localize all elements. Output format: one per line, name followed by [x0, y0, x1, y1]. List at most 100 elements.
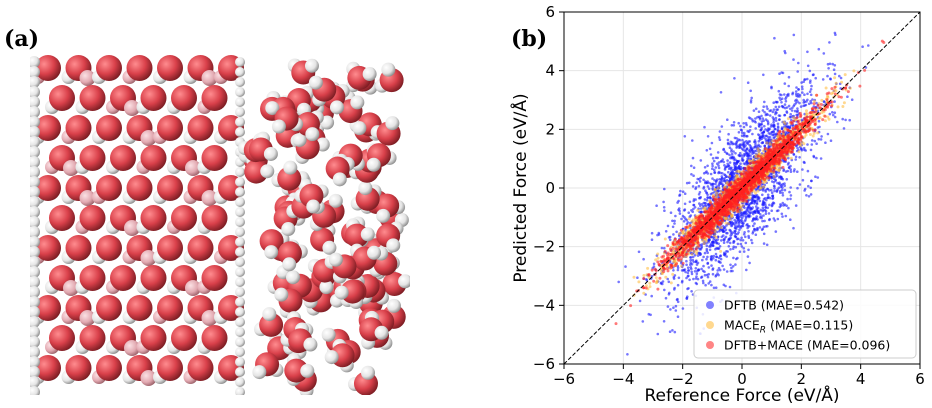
oxygen-atom: [201, 85, 228, 111]
scatter-point: [770, 85, 773, 89]
scatter-point: [789, 168, 792, 171]
scatter-point: [777, 105, 781, 109]
scatter-point: [724, 252, 727, 256]
scatter-point: [834, 81, 838, 85]
scatter-point: [680, 264, 683, 268]
scatter-point: [820, 98, 824, 102]
scatter-point: [833, 111, 837, 114]
scatter-point: [731, 221, 734, 225]
scatter-point: [812, 73, 815, 76]
scatter-point: [748, 149, 751, 152]
hydrogen-atom: [305, 127, 320, 142]
scatter-point: [663, 187, 666, 191]
scatter-point: [760, 215, 763, 218]
scatter-point: [787, 156, 790, 160]
scatter-point: [718, 138, 722, 141]
scatter-point: [706, 255, 709, 259]
scatter-point: [626, 353, 629, 356]
scatter-point: [675, 230, 678, 234]
scatter-point: [691, 185, 695, 188]
hydrogen-atom: [303, 337, 318, 352]
scatter-point: [808, 90, 812, 93]
hydrogen-atom: [362, 67, 377, 82]
scatter-point: [749, 89, 752, 93]
scatter-point: [694, 186, 698, 189]
scatter-point: [652, 262, 656, 266]
scatter-point: [822, 52, 826, 55]
scatter-point: [779, 98, 782, 102]
scatter-point: [702, 281, 705, 285]
scatter-point: [637, 280, 641, 284]
scatter-point: [691, 139, 694, 142]
hydrogen-atom: [235, 377, 245, 387]
scatter-point: [723, 173, 726, 176]
scatter-point: [809, 88, 813, 91]
ice-substrate-slab: [30, 55, 245, 395]
scatter-point: [722, 238, 725, 241]
scatter-point: [649, 313, 652, 317]
scatter-point: [771, 116, 775, 119]
scatter-point: [810, 84, 813, 88]
scatter-point: [808, 81, 812, 84]
scatter-point: [716, 186, 720, 190]
hydrogen-atom: [235, 107, 245, 117]
scatter-point: [662, 206, 666, 209]
scatter-point: [778, 205, 782, 209]
scatter-point: [746, 255, 750, 258]
scatter-point: [686, 275, 690, 278]
scatter-point: [774, 119, 778, 122]
scatter-point: [746, 134, 749, 138]
scatter-point: [717, 171, 720, 175]
hydrogen-atom: [235, 87, 245, 97]
scatter-point: [761, 109, 765, 112]
scatter-point: [741, 224, 745, 228]
scatter-point: [789, 107, 792, 111]
scatter-point: [727, 222, 730, 226]
scatter-point: [662, 200, 665, 204]
oxygen-atom: [201, 265, 228, 291]
scatter-point: [803, 93, 806, 96]
scatter-point: [789, 194, 793, 197]
hydrogen-atom: [63, 280, 79, 296]
hydrogen-atom: [332, 172, 347, 187]
scatter-point: [746, 81, 750, 84]
scatter-point: [775, 108, 778, 111]
scatter-point: [780, 71, 783, 74]
hydrogen-atom: [79, 190, 96, 206]
scatter-point: [774, 179, 777, 183]
scatter-point: [810, 139, 814, 142]
scatter-point: [729, 234, 732, 237]
scatter-point: [746, 141, 749, 145]
scatter-point: [706, 164, 709, 168]
molecular-rendering-image: [30, 55, 410, 395]
scatter-point: [725, 231, 728, 235]
scatter-point: [714, 166, 718, 169]
scatter-point: [705, 198, 709, 202]
scatter-point: [709, 172, 713, 176]
scatter-point: [722, 230, 725, 234]
scatter-point: [786, 169, 790, 173]
scatter-point: [752, 217, 755, 221]
scatter-point: [751, 118, 754, 121]
scatter-point: [705, 149, 709, 152]
scatter-point: [761, 117, 765, 120]
scatter-point: [783, 122, 787, 126]
scatter-point: [784, 99, 788, 103]
scatter-point: [742, 250, 746, 253]
scatter-point: [828, 41, 831, 44]
scatter-point: [642, 257, 645, 261]
scatter-point: [732, 240, 735, 243]
scatter-point: [684, 270, 687, 274]
scatter-point: [735, 175, 739, 179]
scatter-point: [801, 178, 805, 182]
scatter-point: [780, 184, 783, 187]
hydrogen-atom: [328, 252, 343, 267]
scatter-point: [672, 260, 676, 264]
scatter-point: [803, 100, 807, 104]
scatter-point: [735, 165, 738, 169]
hydrogen-atom: [235, 207, 245, 217]
scatter-point: [671, 272, 675, 276]
scatter-point: [732, 150, 735, 153]
hydrogen-atom: [30, 376, 40, 388]
scatter-point: [803, 189, 806, 192]
